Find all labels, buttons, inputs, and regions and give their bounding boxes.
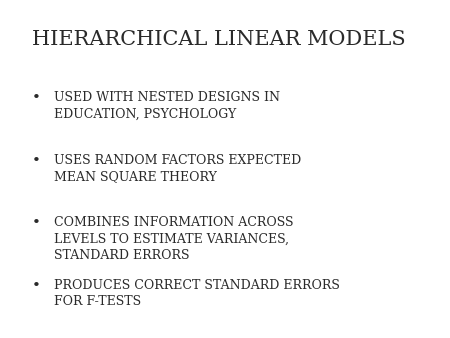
Text: •: • [32,216,40,230]
Text: USES RANDOM FACTORS EXPECTED
MEAN SQUARE THEORY: USES RANDOM FACTORS EXPECTED MEAN SQUARE… [54,154,301,183]
Text: COMBINES INFORMATION ACROSS
LEVELS TO ESTIMATE VARIANCES,
STANDARD ERRORS: COMBINES INFORMATION ACROSS LEVELS TO ES… [54,216,293,262]
Text: •: • [32,279,40,293]
Text: •: • [32,154,40,168]
Text: HIERARCHICAL LINEAR MODELS: HIERARCHICAL LINEAR MODELS [32,30,405,49]
Text: •: • [32,91,40,105]
Text: USED WITH NESTED DESIGNS IN
EDUCATION, PSYCHOLOGY: USED WITH NESTED DESIGNS IN EDUCATION, P… [54,91,280,121]
Text: PRODUCES CORRECT STANDARD ERRORS
FOR F-TESTS: PRODUCES CORRECT STANDARD ERRORS FOR F-T… [54,279,340,308]
